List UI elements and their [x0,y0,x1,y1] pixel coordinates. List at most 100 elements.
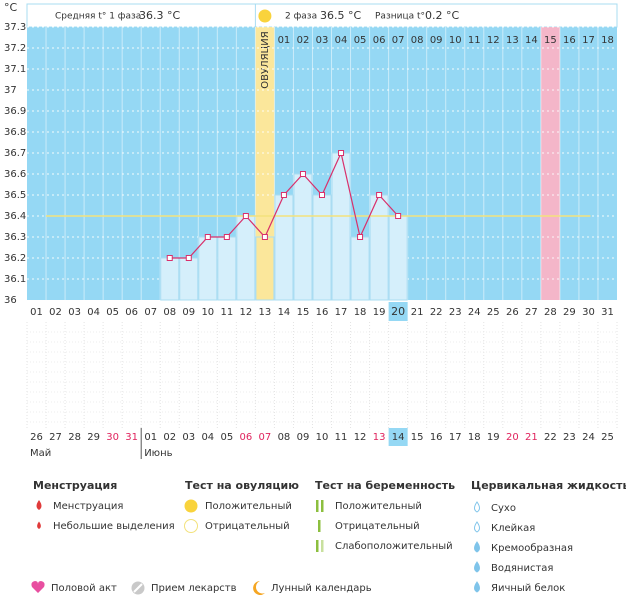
cycle-day: 06 [373,35,386,46]
legend-icon [184,499,198,513]
x-tick-label: 29 [563,307,576,318]
x-tick-label: 24 [468,307,481,318]
cycle-day: 14 [525,35,538,46]
legend-item: Положительный [205,501,292,512]
y-tick-label: 37.2 [4,43,26,54]
legend-title: Цервикальная жидкость [471,479,626,492]
legend-item: Яичный белок [491,583,565,594]
bar [160,257,180,301]
cycle-day: 07 [392,35,405,46]
today-box [388,428,408,446]
bar [293,173,313,301]
legend-icon [318,520,321,532]
ovulation-label: ОВУЛЯЦИЯ [260,31,271,89]
legend-item: Менструация [53,501,123,512]
x-tick-label: 13 [259,307,272,318]
point [299,171,306,177]
cycle-day: 13 [506,35,519,46]
cycle-day: 05 [354,35,367,46]
x-tick-label: 14 [278,307,291,318]
bar [274,194,294,301]
calendar-date: 13 [373,432,386,443]
y-tick-label: 36.6 [4,169,26,180]
test-icon [184,519,198,533]
x-tick-label: 11 [220,307,233,318]
point [357,234,364,240]
point [242,213,249,219]
legend-icon [37,521,41,529]
header-phase2-value: 36.5 °C [320,9,361,22]
legend-extra: Половой акт [51,583,117,594]
moon-icon [253,581,265,595]
x-tick-label: 25 [487,307,500,318]
legend-icon [316,500,324,512]
cycle-day: 08 [411,35,424,46]
expected-period-column [540,27,560,300]
cycle-day: 04 [335,35,348,46]
y-tick-label: 37 [4,85,17,96]
fluid-icon [474,581,480,593]
x-tick-label: 06 [125,307,138,318]
legend-icon [184,519,198,533]
legend-item: Отрицательный [205,521,290,532]
calendar-date: 06 [240,432,253,443]
x-tick-label: 26 [506,307,519,318]
calendar-date: 27 [49,432,62,443]
calendar-date: 17 [449,432,462,443]
bar [388,215,408,301]
legend-icon [316,540,324,552]
x-tick-label: 05 [106,307,119,318]
x-tick-label: 07 [144,307,157,318]
header-phase1-value: 36.3 °C [139,9,180,22]
x-tick-label: 10 [201,307,214,318]
calendar-date: 04 [201,432,214,443]
cycle-day: 11 [468,35,481,46]
legend-item: Положительный [335,501,422,512]
cycle-day: 18 [601,35,614,46]
x-tick-label: 09 [182,307,195,318]
fluid-icon [474,561,480,573]
legend-title: Тест на овуляцию [185,479,299,492]
legend-icon [474,561,480,573]
x-tick-label: 16 [316,307,329,318]
test-bar [318,520,321,532]
legend-icon [36,500,42,510]
point [204,234,211,240]
calendar-date: 07 [259,432,272,443]
x-tick-label: 27 [525,307,538,318]
x-tick-label: 12 [240,307,253,318]
legend-item: Небольшие выделения [53,521,175,532]
y-tick-label: 36.7 [4,148,26,159]
x-tick-label: 28 [544,307,557,318]
point [166,255,173,261]
calendar-date: 16 [430,432,443,443]
legend-item: Клейкая [491,523,535,534]
cycle-day: 16 [563,35,576,46]
cycle-day: 17 [582,35,595,46]
point [261,234,268,240]
point [185,255,192,261]
drop-icon [37,521,41,529]
point [319,192,325,198]
calendar-date: 03 [182,432,195,443]
calendar-date: 11 [335,432,348,443]
legend-item: Кремообразная [491,543,573,554]
calendar-date: 05 [220,432,233,443]
y-tick-label: 36.1 [4,274,26,285]
bar [198,236,218,301]
y-tick-label: 36.3 [4,232,26,243]
calendar-date: 19 [487,432,500,443]
calendar-date: 09 [297,432,310,443]
x-tick-label: 22 [430,307,443,318]
legend-item: Водянистая [491,563,553,574]
legend-extra: Прием лекарств [151,583,237,594]
month-label: Май [30,448,51,459]
calendar-date: 18 [468,432,481,443]
point [280,192,287,198]
x-tick-label: 18 [354,307,367,318]
calendar-date: 21 [525,432,538,443]
x-tick-label: 20 [391,305,405,318]
point [376,192,383,198]
header-phase1-label: Средняя t° 1 фаза [55,12,141,22]
legend-extra: Лунный календарь [271,583,372,594]
